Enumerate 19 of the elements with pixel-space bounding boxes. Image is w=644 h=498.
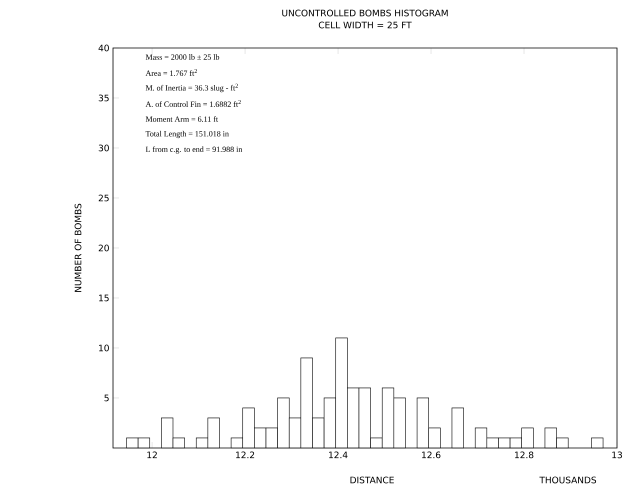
y-tick-label: 30: [98, 144, 109, 152]
x-tick-label: 12: [147, 452, 157, 458]
y-tick-label: 15: [99, 294, 109, 302]
x-axis-title: DISTANCE: [350, 476, 394, 484]
y-tick-label: 35: [98, 94, 109, 102]
chart-subtitle: CELL WIDTH = 25 FT: [318, 22, 412, 28]
y-tick-label: 10: [99, 344, 109, 352]
y-tick-label: 40: [98, 44, 109, 52]
x-tick-label: 12.2: [236, 452, 254, 458]
y-tick-label: 20: [98, 244, 109, 252]
text: THOUSANDS: [539, 476, 596, 484]
chart-title: UNCONTROLLED BOMBS HISTOGRAM: [282, 10, 448, 16]
x-tick-label: 12.6: [422, 452, 440, 458]
y-axis-title: NUMBER OF BOMBS: [74, 204, 82, 292]
x-tick-label: 12.8: [515, 452, 534, 458]
y-tick-label: 25: [98, 194, 109, 202]
y-tick-label: 5: [104, 394, 109, 402]
x-tick-label: 12.4: [329, 452, 348, 458]
x-tick-label: 13: [612, 452, 622, 458]
